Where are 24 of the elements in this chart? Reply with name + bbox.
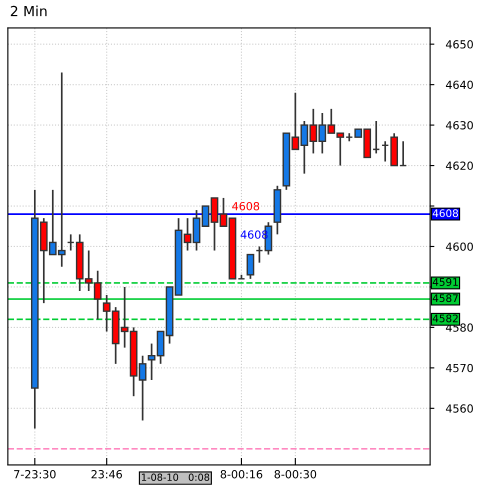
x-tick-label: 23:46 — [91, 470, 122, 478]
ref-line-label: 4587 — [432, 294, 458, 302]
y-tick-label: 4570 — [446, 364, 473, 372]
x-tick-label: 8-00:16 — [220, 470, 262, 478]
y-tick-label: 4620 — [446, 162, 473, 170]
ref-line-label: 4608 — [432, 209, 458, 218]
candlestick — [66, 234, 75, 252]
y-tick-label: 4650 — [446, 40, 473, 49]
candlestick — [256, 246, 264, 264]
candlestick — [246, 254, 254, 280]
candlestick — [372, 120, 380, 154]
annotation: 4608 — [232, 202, 260, 210]
text: 1-08-10 0:08 — [142, 474, 210, 481]
candlestick — [399, 140, 408, 166]
y-tick-label: 4600 — [446, 242, 473, 251]
candlestick — [381, 140, 390, 162]
y-tick-label: 4640 — [446, 80, 473, 90]
y-tick-label: 4630 — [446, 121, 473, 130]
x-tick-label: 8-00:30 — [274, 470, 316, 478]
ref-line-label: 4591 — [432, 278, 458, 286]
y-tick-label: 4560 — [446, 404, 473, 413]
ref-line-label: 4582 — [432, 314, 458, 322]
chart-title: 2 Min — [10, 6, 47, 16]
x-tick-label: 7-23:30 — [14, 470, 56, 478]
